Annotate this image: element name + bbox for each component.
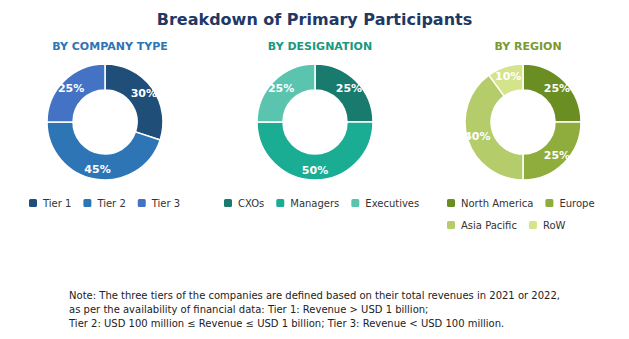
svg-text:BY DESIGNATION: BY DESIGNATION — [268, 40, 372, 53]
svg-text:25%: 25% — [544, 149, 570, 162]
svg-text:Breakdown of Primary Participa: Breakdown of Primary Participants — [157, 10, 472, 29]
svg-text:40%: 40% — [464, 130, 490, 143]
svg-text:Tier 3: Tier 3 — [151, 198, 180, 209]
svg-text:Tier 1: Tier 1 — [42, 198, 71, 209]
svg-text:50%: 50% — [302, 164, 328, 177]
svg-text:25%: 25% — [268, 82, 294, 95]
svg-text:BY REGION: BY REGION — [494, 40, 561, 53]
svg-text:30%: 30% — [131, 87, 157, 100]
svg-text:25%: 25% — [58, 82, 84, 95]
svg-text:Europe: Europe — [559, 198, 594, 209]
svg-text:Note: The three tiers of the c: Note: The three tiers of the companies a… — [69, 290, 560, 301]
svg-text:BY COMPANY TYPE: BY COMPANY TYPE — [52, 40, 168, 53]
svg-text:Managers: Managers — [290, 198, 339, 209]
svg-text:North America: North America — [461, 198, 533, 209]
svg-text:25%: 25% — [336, 82, 362, 95]
svg-text:45%: 45% — [84, 163, 110, 176]
svg-text:CXOs: CXOs — [238, 198, 264, 209]
svg-text:Tier 2: Tier 2 — [96, 198, 125, 209]
svg-text:10%: 10% — [495, 70, 521, 83]
svg-text:as per the availability of fin: as per the availability of financial dat… — [69, 304, 428, 315]
svg-text:RoW: RoW — [543, 220, 566, 231]
svg-text:Tier 2: USD 100 million ≤ Reve: Tier 2: USD 100 million ≤ Revenue ≤ USD … — [68, 318, 504, 329]
svg-text:25%: 25% — [544, 82, 570, 95]
svg-text:Executives: Executives — [365, 198, 419, 209]
svg-text:Asia Pacific: Asia Pacific — [461, 220, 517, 231]
